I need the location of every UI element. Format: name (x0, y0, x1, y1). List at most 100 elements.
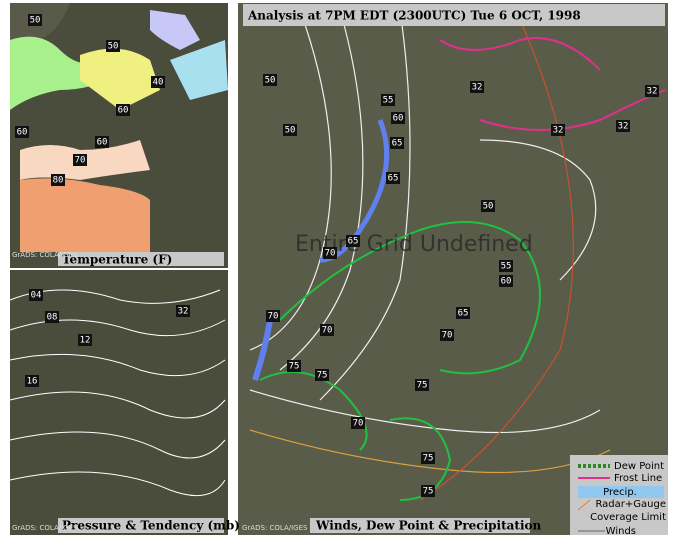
contour-label: 55 (383, 96, 394, 106)
label-bar (58, 252, 224, 266)
contour-label-bg (386, 172, 400, 184)
contour-label-bg (95, 136, 109, 148)
legend-swatch (577, 499, 591, 511)
contour-label-bg (346, 235, 360, 247)
contour-label-bg (315, 369, 329, 381)
contour-label-bg (481, 200, 495, 212)
credit: GrADS: COLA/IGES (12, 251, 78, 259)
contour-label-bg (616, 120, 630, 132)
contour-label: 55 (501, 262, 512, 272)
contour-label: 70 (353, 419, 364, 429)
panel-label: Pressure & Tendency (mb) (62, 519, 240, 533)
contour-label: 75 (317, 371, 328, 381)
contour-label: 32 (647, 87, 658, 97)
contour-label-bg (266, 310, 280, 322)
contour-label: 60 (501, 277, 512, 287)
contour-label-bg (151, 76, 165, 88)
contour-label-bg (645, 85, 659, 97)
precip (252, 319, 273, 381)
contour-label-bg (551, 124, 565, 136)
contour-label: 32 (553, 126, 564, 136)
contour-label: 16 (27, 377, 38, 387)
panel-label: Winds, Dew Point & Precipitation (315, 519, 542, 533)
contour-label-bg (456, 307, 470, 319)
contour-label: 70 (442, 331, 453, 341)
contour-label: 75 (423, 454, 434, 464)
contour-label: 50 (483, 202, 494, 212)
label-bar (310, 518, 530, 533)
contour-label-bg (283, 124, 297, 136)
contour-label: 65 (388, 174, 399, 184)
temp-band (20, 178, 150, 252)
contour-label-bg (29, 289, 43, 301)
contour-label-bg (391, 112, 405, 124)
contour-label: 75 (417, 381, 428, 391)
title-bar (243, 4, 665, 26)
legend-swatch (578, 486, 664, 498)
contour-label-bg (381, 94, 395, 106)
credit: GrADS: COLA/IGES (242, 524, 308, 532)
contour-label: 50 (285, 126, 296, 136)
contour-label-bg (15, 126, 29, 138)
legend-label: Frost Line (614, 473, 662, 484)
contour-label-bg (116, 104, 130, 116)
contour-label: 50 (108, 42, 119, 52)
contour-label-bg (25, 375, 39, 387)
contour-label: 75 (289, 362, 300, 372)
contour-label: 32 (472, 83, 483, 93)
contour-label: 65 (348, 237, 359, 247)
temp-band (170, 40, 228, 100)
contour-label-bg (499, 275, 513, 287)
contour-label: 60 (17, 128, 28, 138)
wind-lines (249, 9, 666, 501)
contour-label-bg (415, 379, 429, 391)
label-bar (58, 518, 224, 533)
temp-band (80, 48, 160, 110)
contour-label: 60 (393, 114, 404, 124)
contour-label: 32 (618, 122, 629, 132)
contour-label: 70 (268, 312, 279, 322)
contour-label: 80 (53, 176, 64, 186)
contour-label-bg (263, 74, 277, 86)
legend-label: Winds (606, 526, 636, 537)
contour-label: 70 (322, 326, 333, 336)
legend-label: Coverage Limit (590, 512, 666, 523)
contour-label: 65 (458, 309, 469, 319)
contour-label-bg (421, 485, 435, 497)
contour-label-bg (28, 14, 42, 26)
panel-label: Temperature (F) (62, 253, 172, 267)
contour-label-bg (320, 324, 334, 336)
contour-label-bg (499, 260, 513, 272)
contour-label: 70 (325, 249, 336, 259)
contour-label: 60 (97, 138, 108, 148)
legend-label: Radar+Gauge (595, 499, 666, 510)
contour-label-bg (78, 334, 92, 346)
contour-label: 32 (178, 307, 189, 317)
contour-label: 65 (392, 139, 403, 149)
legend-label: Precip. (603, 487, 637, 498)
contour-label: 50 (30, 16, 41, 26)
contour-label: 70 (75, 156, 86, 166)
contour-label: 60 (118, 106, 129, 116)
contour-label-bg (45, 311, 59, 323)
contour-label-bg (470, 81, 484, 93)
contour-label-bg (351, 417, 365, 429)
title: Analysis at 7PM EDT (2300UTC) Tue 6 OCT,… (247, 9, 581, 23)
contour-label: 75 (423, 487, 434, 497)
contour-label: 50 (265, 76, 276, 86)
contour-label-bg (51, 174, 65, 186)
contour-label-bg (73, 154, 87, 166)
contour-label-bg (287, 360, 301, 372)
legend-label: Dew Point (614, 461, 664, 472)
contour-label-bg (440, 329, 454, 341)
contour-label-bg (390, 137, 404, 149)
contour-label-bg (106, 40, 120, 52)
temp-band (10, 36, 120, 110)
contour-label-bg (323, 247, 337, 259)
contour-label: 40 (153, 78, 164, 88)
contour-label-bg (421, 452, 435, 464)
contour-label: 08 (47, 313, 58, 323)
credit: GrADS: COLA/IGES (12, 524, 78, 532)
